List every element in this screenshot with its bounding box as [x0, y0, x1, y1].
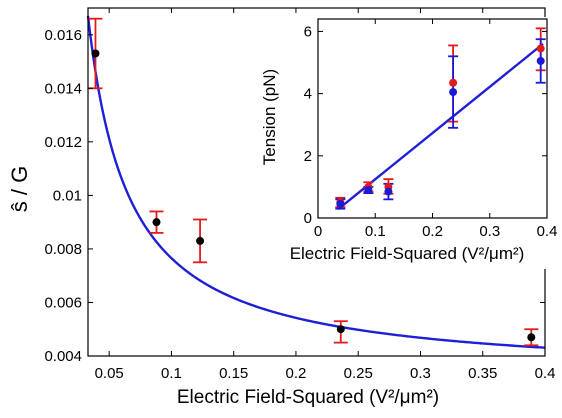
main-chart: 0.05 0.1 0.15 0.2 0.25 0.3 0.35 0.4 0.0040.0060…: [7, 7, 556, 408]
inset-x-axis-label: Electric Field-Squared (V²/μm²): [290, 244, 525, 263]
inset-plot-frame: [317, 18, 548, 219]
main-x-ticks: 0.05 0.1 0.15 0.2 0.25 0.3 0.35 0.4: [95, 8, 556, 382]
main-y-tick-label: 0.006: [44, 294, 82, 311]
main-x-tick-label: 0.2: [286, 365, 307, 382]
inset-data-point: [536, 56, 545, 65]
inset-y-axis-label: Tension (pN): [260, 69, 279, 165]
inset-data-point: [364, 186, 373, 195]
main-data-point: [196, 236, 205, 245]
inset-points: [336, 44, 545, 209]
inset-x-tick-label: 0.4: [537, 223, 558, 240]
main-points: [91, 49, 536, 342]
main-x-tick-label: 0.35: [468, 365, 497, 382]
main-x-axis-label: Electric Field-Squared (V²/μm²): [177, 387, 439, 408]
main-data-point: [527, 333, 536, 342]
inset-chart: 0 0.1 0.2 0.3 0.4 0 2 4 6 Electric Field-Square…: [260, 17, 557, 269]
main-x-tick-label: 0.25: [344, 365, 373, 382]
main-data-point: [336, 325, 345, 334]
main-x-tick-label: 0.4: [535, 365, 556, 382]
main-y-tick-label: 0.014: [44, 80, 82, 97]
main-fit-layer: [86, 15, 546, 349]
main-y-tick-label: 0.008: [44, 241, 82, 258]
main-x-tick-label: 0.05: [95, 365, 124, 382]
inset-data-point: [536, 44, 545, 53]
main-y-axis-label: ŝ / G: [7, 166, 32, 212]
inset-x-tick-label: 0.3: [479, 223, 500, 240]
main-data-point: [152, 218, 161, 227]
inset-data-point: [449, 88, 458, 97]
inset-data-point: [449, 78, 458, 87]
inset-x-tick-label: 0.1: [365, 223, 386, 240]
main-data-point: [91, 49, 100, 58]
inset-x-tick-label: 0: [314, 223, 322, 240]
main-y-ticks: 0.004 0.006 0.008 0.01 0.012 0.014 0.016: [44, 27, 545, 365]
main-x-tick-label: 0.3: [410, 365, 431, 382]
inset-data-point: [336, 200, 345, 209]
inset-y-tick-label: 0: [304, 210, 312, 227]
inset-x-tick-label: 0.2: [422, 223, 443, 240]
inset-y-tick-label: 6: [304, 23, 312, 40]
main-y-tick-label: 0.01: [53, 187, 82, 204]
main-y-tick-label: 0.016: [44, 27, 82, 44]
inset-y-tick-label: 2: [304, 148, 312, 165]
main-y-tick-label: 0.004: [44, 348, 82, 365]
inset-data-point: [384, 187, 393, 196]
main-fit-curve: [86, 15, 546, 349]
main-y-tick-label: 0.012: [44, 134, 82, 151]
inset-y-tick-label: 4: [304, 86, 312, 103]
inset-background: [262, 17, 551, 269]
main-x-tick-label: 0.1: [161, 365, 182, 382]
main-x-tick-label: 0.15: [219, 365, 248, 382]
